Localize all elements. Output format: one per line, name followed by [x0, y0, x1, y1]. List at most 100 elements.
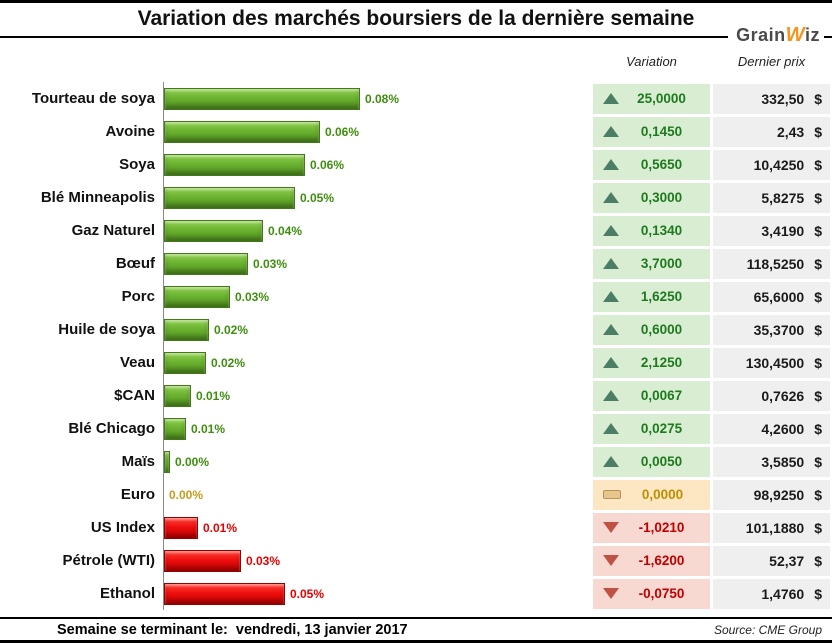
market-label: Ethanol — [100, 585, 155, 602]
variation-bar — [164, 285, 230, 308]
bar-zone: 0.00% — [163, 478, 593, 511]
bar-zone: 0.00% — [163, 445, 593, 478]
currency-symbol: $ — [814, 321, 822, 338]
variation-bar — [164, 351, 206, 374]
bar-percent-label: 0.02% — [214, 322, 249, 337]
currency-symbol: $ — [814, 222, 822, 239]
market-row: Huile de soya 0.02% 0,6000 35,3700 $ — [0, 313, 830, 346]
up-triangle-icon — [603, 258, 619, 269]
market-row: Soya 0.06% 0,5650 10,4250 $ — [0, 148, 830, 181]
bar-percent-label: 0.06% — [325, 124, 360, 139]
market-label: Huile de soya — [58, 321, 155, 338]
price-cell: 2,43 $ — [713, 116, 830, 147]
variation-cell: -1,6200 — [593, 545, 710, 576]
bar-zone: 0.08% — [163, 82, 593, 115]
currency-symbol: $ — [814, 420, 822, 437]
bar-zone: 0.06% — [163, 115, 593, 148]
bar-percent-label: 0.00% — [175, 454, 210, 469]
market-row: Maïs 0.00% 0,0050 3,5850 $ — [0, 445, 830, 478]
down-triangle-icon — [603, 522, 619, 533]
market-row: Gaz Naturel 0.04% 0,1340 3,4190 $ — [0, 214, 830, 247]
price-cell: 1,4760 $ — [713, 578, 830, 609]
last-price-value: 35,3700 — [753, 321, 805, 338]
up-triangle-icon — [603, 357, 619, 368]
price-cell: 4,2600 $ — [713, 413, 830, 444]
logo-text-grain: Grain — [736, 25, 786, 45]
up-triangle-icon — [603, 390, 619, 401]
currency-symbol: $ — [814, 288, 822, 305]
bar-zone: 0.02% — [163, 313, 593, 346]
up-triangle-icon — [603, 423, 619, 434]
bar-percent-label: 0.05% — [300, 190, 335, 205]
price-cell: 3,5850 $ — [713, 446, 830, 477]
variation-value: 0,0050 — [640, 454, 683, 469]
variation-bar — [164, 153, 305, 176]
market-row: Blé Chicago 0.01% 0,0275 4,2600 $ — [0, 412, 830, 445]
up-triangle-icon — [603, 126, 619, 137]
price-cell: 101,1880 $ — [713, 512, 830, 543]
market-row: Avoine 0.06% 0,1450 2,43 $ — [0, 115, 830, 148]
market-row: Blé Minneapolis 0.05% 0,3000 5,8275 $ — [0, 181, 830, 214]
last-price-value: 332,50 — [761, 90, 805, 107]
up-triangle-icon — [603, 456, 619, 467]
currency-symbol: $ — [814, 255, 822, 272]
column-header-variation: Variation — [626, 54, 677, 69]
week-ending-label: Semaine se terminant le: vendredi, 13 ja… — [57, 621, 408, 638]
bar-percent-label: 0.01% — [203, 520, 238, 535]
last-price-value: 3,5850 — [761, 453, 805, 470]
variation-cell: 3,7000 — [593, 248, 710, 279]
market-row: Porc 0.03% 1,6250 65,6000 $ — [0, 280, 830, 313]
up-triangle-icon — [603, 93, 619, 104]
market-label: Blé Minneapolis — [40, 189, 155, 206]
header-top-rule — [0, 0, 832, 3]
footer-top-rule — [0, 617, 832, 619]
source-label: Source: CME Group — [713, 622, 822, 637]
variation-bar — [164, 219, 263, 242]
variation-value: 3,7000 — [640, 256, 683, 271]
bar-zone: 0.03% — [163, 544, 593, 577]
currency-symbol: $ — [814, 486, 822, 503]
last-price-value: 101,1880 — [745, 519, 805, 536]
market-label: Maïs — [121, 453, 155, 470]
price-cell: 98,9250 $ — [713, 479, 830, 510]
currency-symbol: $ — [814, 354, 822, 371]
market-row: Tourteau de soya 0.08% 25,0000 332,50 $ — [0, 82, 830, 115]
market-row: Pétrole (WTI) 0.03% -1,6200 52,37 $ — [0, 544, 830, 577]
market-label: Blé Chicago — [68, 420, 155, 437]
variation-cell: 0,3000 — [593, 182, 710, 213]
variation-value: 0,3000 — [640, 190, 683, 205]
price-cell: 65,6000 $ — [713, 281, 830, 312]
variation-value: 0,0275 — [640, 421, 683, 436]
column-header-last-price: Dernier prix — [737, 54, 806, 69]
variation-value: 25,0000 — [637, 91, 686, 106]
bar-percent-label: 0.01% — [191, 421, 226, 436]
last-price-value: 130,4500 — [745, 354, 805, 371]
page-title: Variation des marchés boursiers de la de… — [137, 7, 695, 30]
bar-percent-label: 0.01% — [196, 388, 231, 403]
bar-zone: 0.01% — [163, 379, 593, 412]
bar-percent-label: 0.03% — [235, 289, 270, 304]
price-cell: 10,4250 $ — [713, 149, 830, 180]
variation-value: 0,0067 — [640, 388, 683, 403]
variation-cell: 0,0067 — [593, 380, 710, 411]
market-row: Ethanol 0.05% -0,0750 1,4760 $ — [0, 577, 830, 610]
currency-symbol: $ — [814, 519, 822, 536]
variation-bar — [164, 582, 285, 605]
bar-zone: 0.01% — [163, 511, 593, 544]
price-cell: 0,7626 $ — [713, 380, 830, 411]
bar-zone: 0.05% — [163, 181, 593, 214]
variation-value: 0,1450 — [640, 124, 683, 139]
variation-cell: 0,1450 — [593, 116, 710, 147]
price-cell: 52,37 $ — [713, 545, 830, 576]
variation-cell: 0,5650 — [593, 149, 710, 180]
variation-bar — [164, 120, 320, 143]
market-label: $CAN — [114, 387, 155, 404]
down-triangle-icon — [603, 588, 619, 599]
last-price-value: 1,4760 — [761, 585, 805, 602]
down-triangle-icon — [603, 555, 619, 566]
last-price-value: 3,4190 — [761, 222, 805, 239]
variation-bar — [164, 450, 170, 473]
price-cell: 130,4500 $ — [713, 347, 830, 378]
bar-zone: 0.03% — [163, 247, 593, 280]
